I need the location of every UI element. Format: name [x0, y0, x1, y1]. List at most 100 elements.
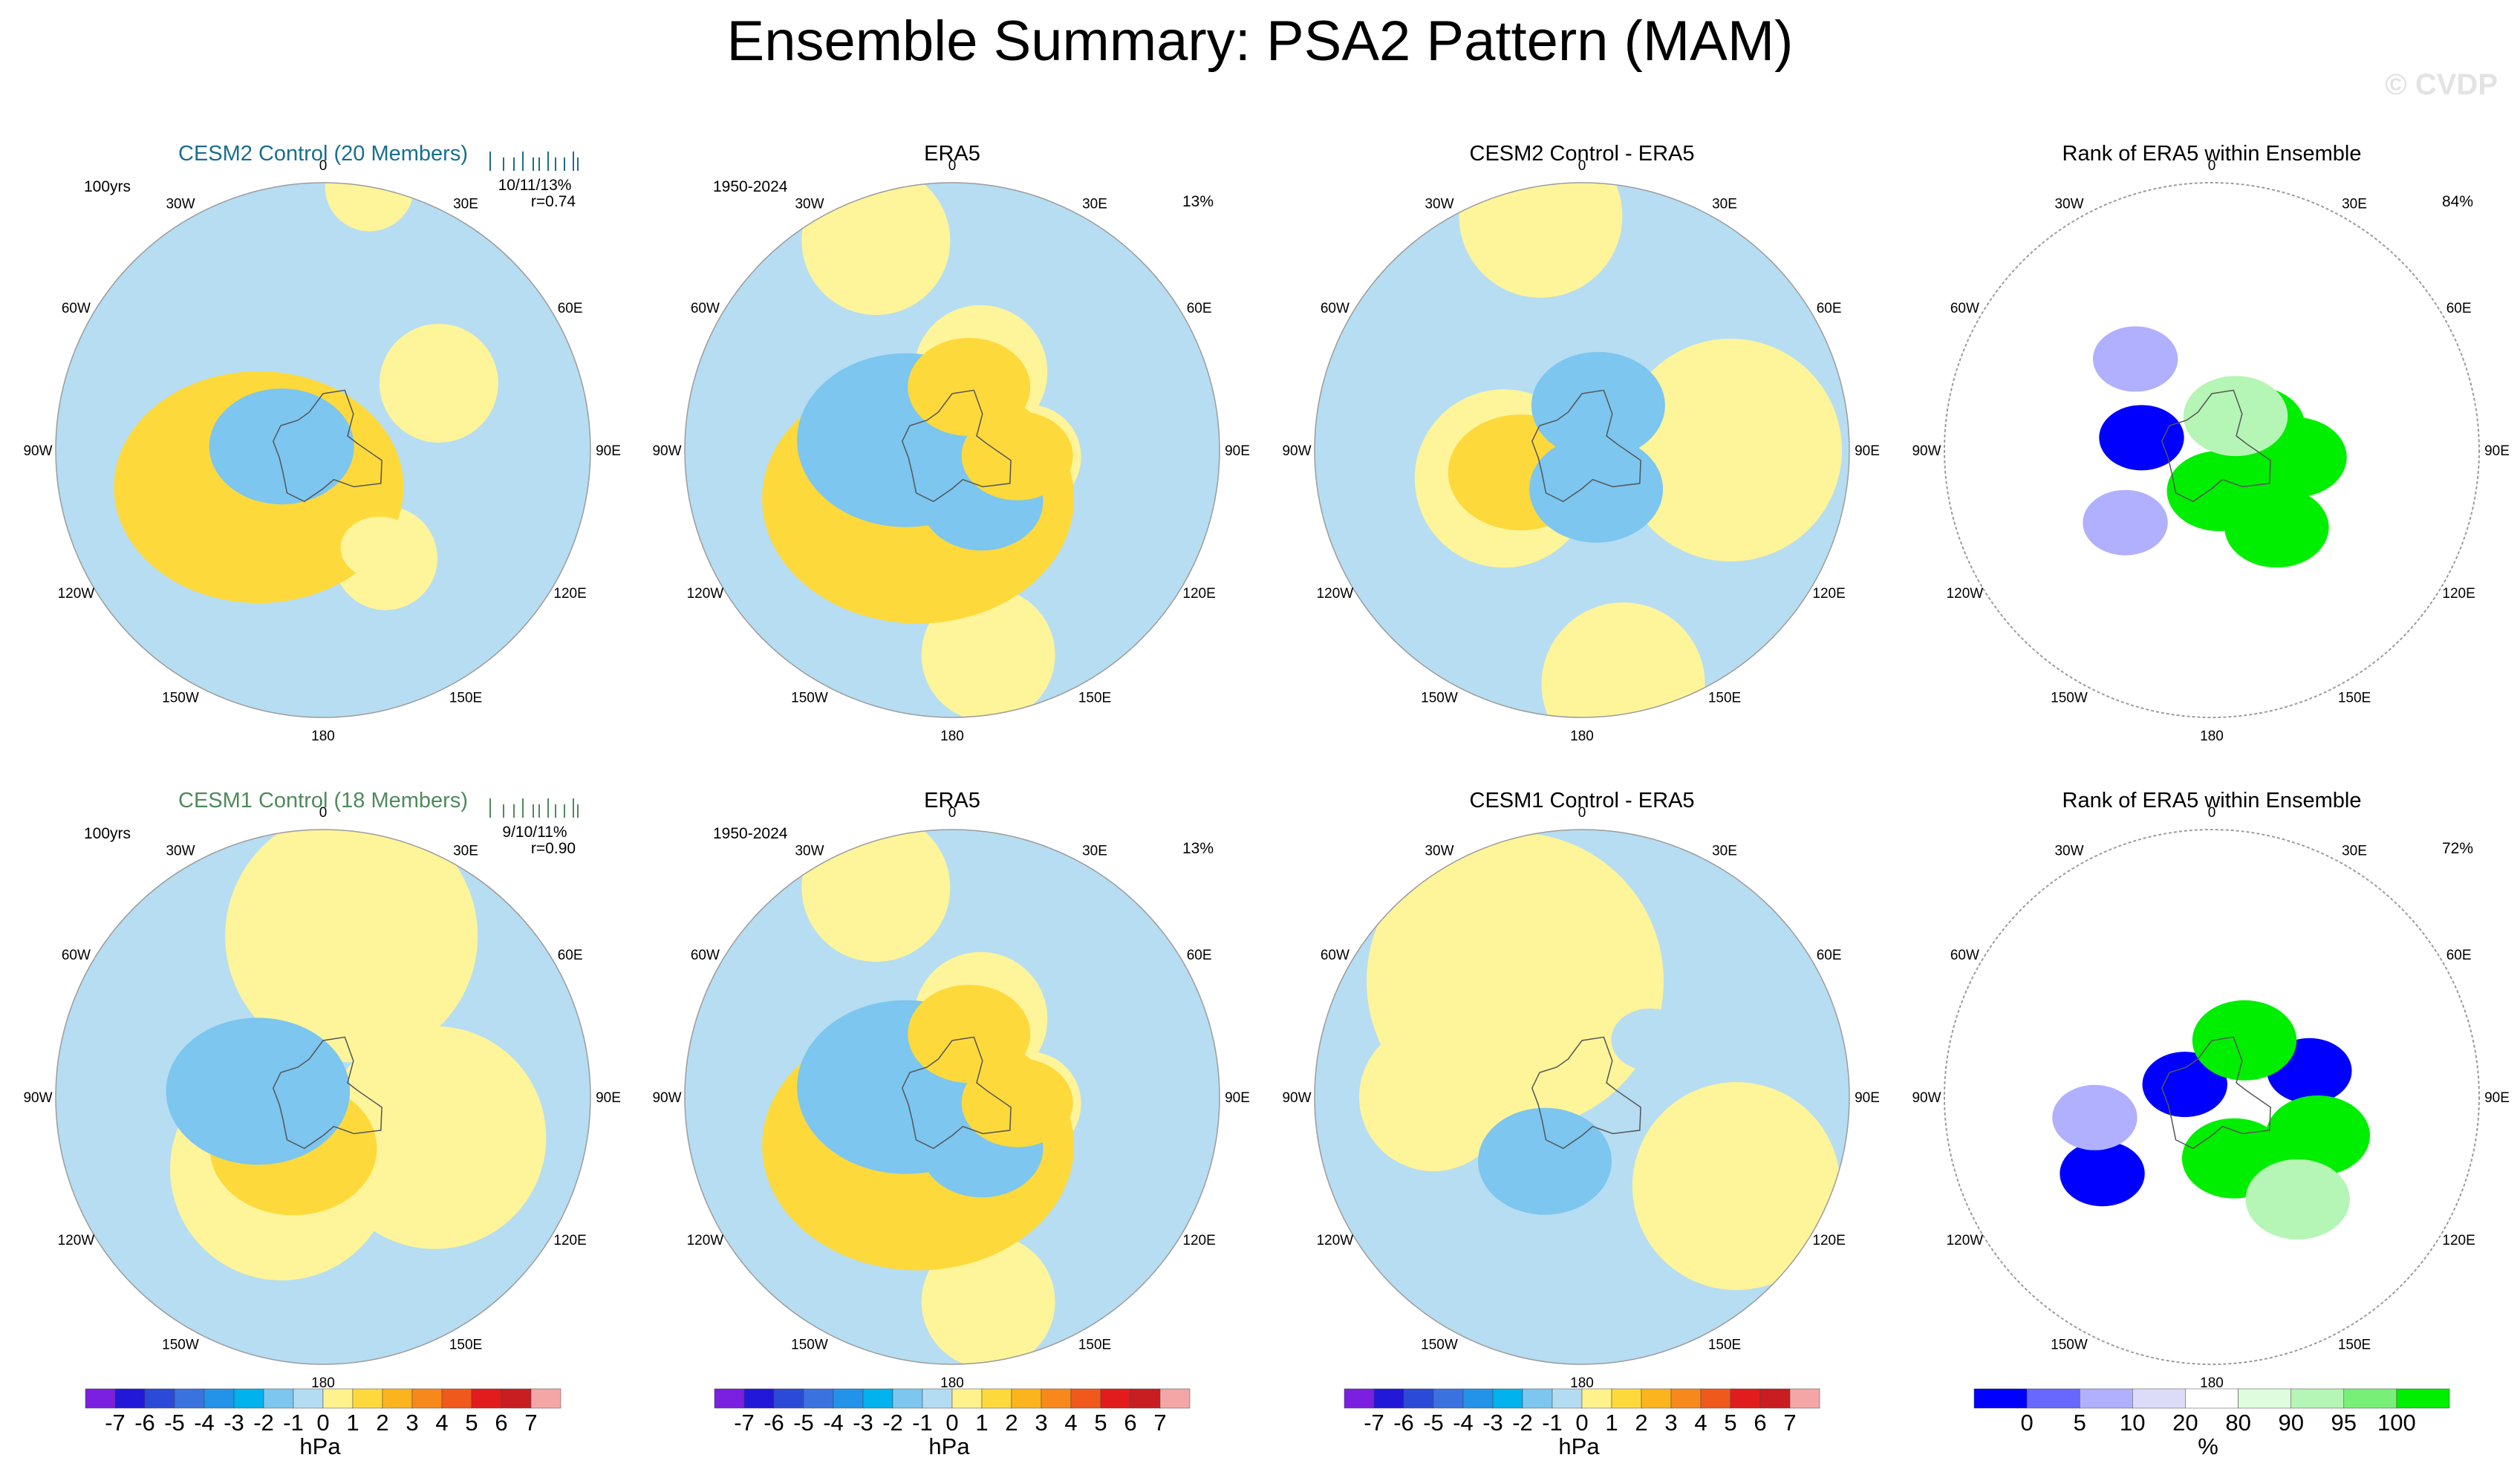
- colorbar-tick-label: -3: [1482, 1410, 1503, 1436]
- colorbar-swatch: [981, 1388, 1012, 1409]
- longitude-label: 90E: [1855, 1090, 1880, 1106]
- colorbar-swatch: [441, 1388, 472, 1409]
- pressure-contour: [209, 388, 354, 505]
- colorbar-tick-label: -7: [734, 1410, 755, 1436]
- pressure-anomaly-region: [1359, 1023, 1508, 1171]
- colorbar-swatch: [1041, 1388, 1072, 1409]
- colorbar-swatch: [233, 1388, 264, 1409]
- longitude-label: 90W: [1912, 1090, 1941, 1106]
- panel-title: CESM2 Control (20 Members): [178, 142, 468, 166]
- longitude-label: 60W: [1950, 301, 1979, 316]
- longitude-label: 0: [948, 158, 957, 174]
- colorbar-swatch: [833, 1388, 864, 1409]
- colorbar-tick-label: -1: [283, 1410, 304, 1436]
- longitude-label: 90W: [1912, 443, 1941, 459]
- longitude-label: 30W: [166, 196, 195, 212]
- panel-title: CESM2 Control - ERA5: [1470, 142, 1695, 166]
- map-border: [1314, 182, 1850, 718]
- rank-region: [2060, 1141, 2145, 1207]
- colorbar-swatch: [1433, 1388, 1464, 1409]
- map-border: [684, 829, 1220, 1365]
- colorbar-tick-label: -5: [793, 1410, 814, 1436]
- colorbar-tick-label: -4: [1453, 1410, 1474, 1436]
- colorbar-tick-label: 1: [975, 1410, 988, 1436]
- colorbar-units: %: [2198, 1433, 2218, 1459]
- longitude-label: 60E: [558, 301, 583, 316]
- colorbar-swatch: [1100, 1388, 1131, 1409]
- colorbar-tick-label: 5: [1724, 1410, 1736, 1436]
- colorbar-swatch: [1462, 1388, 1494, 1409]
- colorbar-swatch: [411, 1388, 443, 1409]
- coastline: [1531, 1036, 1641, 1150]
- longitude-label: 30E: [2342, 843, 2367, 859]
- colorbar-swatch: [951, 1388, 983, 1409]
- colorbar-tick-label: 80: [2225, 1410, 2250, 1436]
- colorbar-tick-label: -1: [912, 1410, 933, 1436]
- longitude-label: 150E: [449, 691, 482, 706]
- longitude-label: 150E: [1078, 691, 1111, 706]
- colorbar-swatch: [2343, 1388, 2397, 1409]
- colorbar-tick-label: 5: [1094, 1410, 1107, 1436]
- pressure-anomaly-region: [1632, 1082, 1840, 1290]
- longitude-label: 0: [2208, 805, 2216, 821]
- colorbar-units: hPa: [928, 1433, 970, 1459]
- colorbar-swatch: [1759, 1388, 1791, 1409]
- colorbar-tick-label: -5: [1423, 1410, 1444, 1436]
- colorbar-swatch: [293, 1388, 324, 1409]
- longitude-label: 90E: [596, 1090, 621, 1106]
- panel-title: Rank of ERA5 within Ensemble: [2062, 142, 2362, 166]
- longitude-label: 150E: [449, 1338, 482, 1353]
- colorbar-tick-label: -6: [134, 1410, 155, 1436]
- colorbar-tick-label: 7: [1153, 1410, 1166, 1436]
- longitude-label: 150W: [162, 1338, 199, 1353]
- pressure-anomaly-region: [801, 183, 951, 316]
- longitude-label: 30E: [1082, 843, 1107, 859]
- map-panel: 0 30E 60E 90E 120E 150E 180 150W 120W 90W 60W 30W CE…: [1282, 142, 1879, 744]
- map-panel: 0 30E 60E 90E 120E 150E 180 150W 120W 90W 60W 30W CE…: [1282, 789, 1879, 1391]
- longitude-label: 180: [311, 1375, 335, 1391]
- colorbar-swatch: [922, 1388, 953, 1409]
- coastline: [2161, 1036, 2271, 1150]
- colorbar-tick-label: 4: [435, 1410, 448, 1436]
- longitude-label: 60E: [558, 948, 583, 963]
- longitude-label: 150E: [2338, 1338, 2371, 1353]
- colorbar-tick-label: -3: [853, 1410, 873, 1436]
- pressure-anomaly-region: [921, 587, 1055, 717]
- ensemble-stats: 10/11/13%: [498, 177, 572, 194]
- longitude-label: 150E: [1708, 1338, 1741, 1353]
- longitude-label: 30E: [1712, 196, 1737, 212]
- longitude-label: 150W: [791, 1338, 828, 1353]
- rank-region: [2245, 1159, 2350, 1240]
- longitude-label: 150W: [162, 691, 199, 706]
- colorbar-tick-label: -1: [1542, 1410, 1563, 1436]
- colorbar-swatch: [892, 1388, 923, 1409]
- pressure-contour: [1531, 351, 1665, 459]
- page-title: Ensemble Summary: PSA2 Pattern (MAM): [726, 10, 1794, 73]
- colorbar-swatch: [352, 1388, 383, 1409]
- colorbar: -7 -6 -5 -4 -3 -2 -1 0 1 2 3 4 5 6 7 hPa: [85, 1388, 561, 1459]
- period-label: 100yrs: [84, 825, 131, 842]
- longitude-label: 120W: [687, 586, 724, 602]
- longitude-label: 120E: [2442, 586, 2475, 602]
- longitude-label: 180: [1570, 1375, 1594, 1391]
- longitude-label: 0: [319, 158, 328, 174]
- longitude-label: 90E: [2484, 443, 2510, 459]
- colorbar-tick-label: 5: [2074, 1410, 2086, 1436]
- longitude-label: 90W: [652, 1090, 681, 1106]
- colorbar-swatch: [862, 1388, 893, 1409]
- colorbar-tick-label: 100: [2377, 1410, 2416, 1436]
- colorbar-tick-label: 20: [2172, 1410, 2198, 1436]
- colorbar-tick-label: 2: [1635, 1410, 1647, 1436]
- colorbar-swatch: [1373, 1388, 1404, 1409]
- pattern-correlation: r=0.90: [531, 840, 576, 857]
- colorbar-tick-label: 3: [1664, 1410, 1677, 1436]
- colorbar-tick-label: -2: [253, 1410, 274, 1436]
- colorbar-tick-label: -4: [823, 1410, 844, 1436]
- colorbar-tick-label: 3: [406, 1410, 418, 1436]
- longitude-label: 60W: [691, 948, 720, 963]
- rank-region: [2083, 489, 2168, 556]
- colorbar-swatch: [530, 1388, 561, 1409]
- colorbar-tick-label: 2: [1005, 1410, 1018, 1436]
- pressure-anomaly-region: [1541, 602, 1705, 717]
